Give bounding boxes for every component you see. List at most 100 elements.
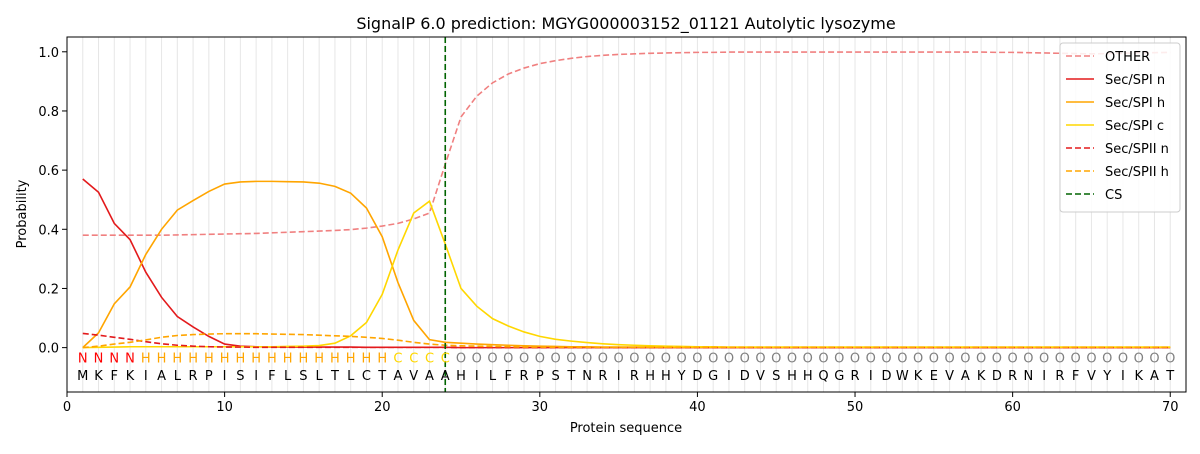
sequence-residue: P xyxy=(536,369,544,384)
region-label: H xyxy=(330,351,340,366)
x-tick-label: 60 xyxy=(1004,400,1021,415)
chart-title: SignalP 6.0 prediction: MGYG000003152_01… xyxy=(356,14,895,34)
region-label: O xyxy=(771,351,781,366)
region-label: O xyxy=(614,351,624,366)
x-tick-label: 30 xyxy=(532,400,549,415)
sequence-residue: L xyxy=(316,369,324,384)
region-label: H xyxy=(314,351,324,366)
sequence-residue: A xyxy=(1150,369,1159,384)
sequence-residue: W xyxy=(896,369,909,384)
legend-label: CS xyxy=(1105,188,1122,203)
x-tick-label: 50 xyxy=(847,400,864,415)
region-label: O xyxy=(944,351,954,366)
legend-label: Sec/SPI h xyxy=(1105,96,1165,111)
sequence-residue: N xyxy=(1024,369,1034,384)
x-axis-label: Protein sequence xyxy=(570,421,682,436)
sequence-residue: V xyxy=(945,369,954,384)
x-tick-label: 40 xyxy=(689,400,706,415)
sequence-residue: I xyxy=(1121,369,1125,384)
region-label: O xyxy=(519,351,529,366)
region-label: O xyxy=(598,351,608,366)
legend-label: Sec/SPII h xyxy=(1105,165,1169,180)
region-label: N xyxy=(78,351,88,366)
series-line-0 xyxy=(82,51,1171,237)
sequence-residue: F xyxy=(111,369,118,384)
sequence-residue: V xyxy=(409,369,418,384)
region-label: O xyxy=(740,351,750,366)
grid-layer xyxy=(82,37,1171,392)
y-tick-label: 0.0 xyxy=(38,342,59,357)
sequence-residue: S xyxy=(772,369,780,384)
sequence-residue: G xyxy=(834,369,844,384)
legend-label: Sec/SPI n xyxy=(1105,73,1165,88)
sequence-residue: H xyxy=(803,369,813,384)
sequence-residue: Y xyxy=(1102,369,1111,384)
sequence-residue: M xyxy=(77,369,88,384)
region-label: O xyxy=(487,351,497,366)
sequence-residue: E xyxy=(930,369,938,384)
sequence-residue: A xyxy=(157,369,166,384)
region-label: O xyxy=(850,351,860,366)
y-tick-label: 0.6 xyxy=(38,164,59,179)
sequence-residue: K xyxy=(94,369,103,384)
region-label: O xyxy=(1165,351,1175,366)
y-tick-label: 1.0 xyxy=(38,46,59,61)
region-label: H xyxy=(283,351,293,366)
sequence-residue: Y xyxy=(677,369,686,384)
x-tick-label: 0 xyxy=(63,400,71,415)
sequence-residue: C xyxy=(362,369,371,384)
region-label: O xyxy=(1102,351,1112,366)
region-label: O xyxy=(1134,351,1144,366)
region-label: N xyxy=(125,351,135,366)
sequence-residue: I xyxy=(617,369,621,384)
sequence-residue: R xyxy=(598,369,607,384)
sequence-residue: F xyxy=(505,369,512,384)
sequence-residue: I xyxy=(727,369,731,384)
region-label: H xyxy=(172,351,182,366)
sequence-residue: R xyxy=(520,369,529,384)
region-label: O xyxy=(692,351,702,366)
sequence-residue: T xyxy=(566,369,575,384)
region-label: O xyxy=(755,351,765,366)
sequence-residue: P xyxy=(205,369,213,384)
region-label: O xyxy=(897,351,907,366)
sequence-residue: N xyxy=(582,369,592,384)
sequence-residue: R xyxy=(189,369,198,384)
sequence-residue: L xyxy=(489,369,497,384)
region-label: O xyxy=(1149,351,1159,366)
sequence-residue: S xyxy=(236,369,244,384)
region-label: O xyxy=(1023,351,1033,366)
y-tick-label: 0.2 xyxy=(38,282,59,297)
sequence-residue: L xyxy=(174,369,182,384)
sequence-residue: T xyxy=(330,369,339,384)
region-label: O xyxy=(992,351,1002,366)
sequence-residue: A xyxy=(961,369,970,384)
sequence-residue: H xyxy=(787,369,797,384)
region-label: O xyxy=(1039,351,1049,366)
sequence-residue: I xyxy=(475,369,479,384)
region-label: H xyxy=(377,351,387,366)
sequence-residue: K xyxy=(914,369,923,384)
sequence-residue: Q xyxy=(818,369,828,384)
sequence-residue: D xyxy=(882,369,892,384)
sequence-residue: A xyxy=(425,369,434,384)
legend-label: OTHER xyxy=(1105,50,1150,65)
axis-layer: 0 10 20 30 40 50 60 70 0.0 0.2 0.4 0.6 0.8 1.0 xyxy=(38,46,1178,415)
region-label: O xyxy=(472,351,482,366)
sequence-residue: D xyxy=(692,369,702,384)
y-axis-label: Probability xyxy=(15,179,30,248)
region-label: O xyxy=(661,351,671,366)
region-label: O xyxy=(535,351,545,366)
region-label: O xyxy=(566,351,576,366)
sequence-residue: R xyxy=(1008,369,1017,384)
sequence-residue: V xyxy=(756,369,765,384)
region-label: O xyxy=(866,351,876,366)
sequence-residue: D xyxy=(740,369,750,384)
region-label: H xyxy=(346,351,356,366)
region-label: C xyxy=(393,351,402,366)
sequence-residue: G xyxy=(708,369,718,384)
sequence-residue: F xyxy=(268,369,275,384)
legend-box xyxy=(1059,42,1181,213)
